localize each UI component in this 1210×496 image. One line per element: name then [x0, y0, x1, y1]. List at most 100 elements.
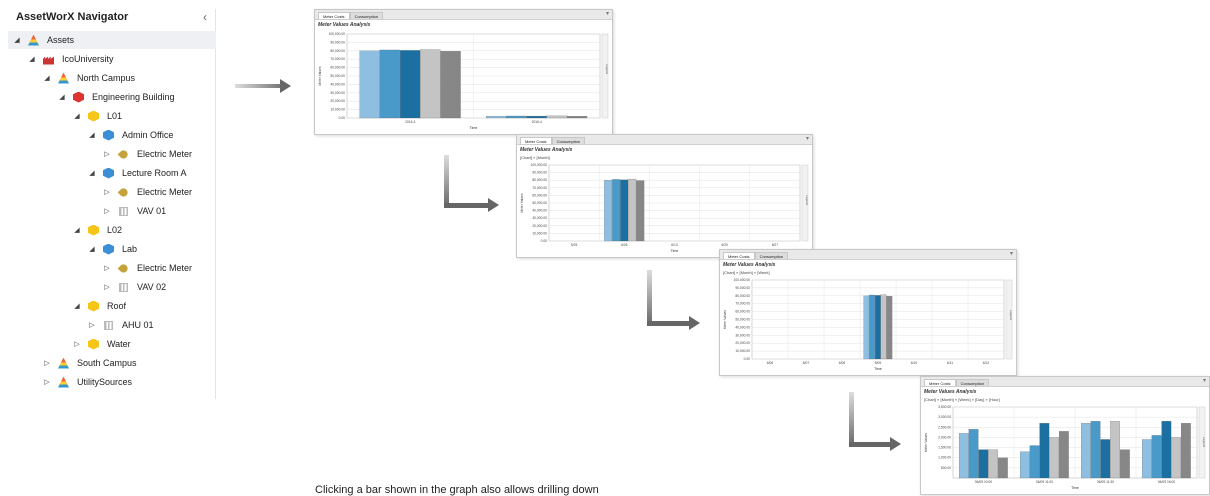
expanded-toggle-icon[interactable]: ◢: [74, 303, 80, 310]
tree-node-admin-office[interactable]: ◢ Admin Office: [87, 126, 173, 144]
bar[interactable]: [1059, 431, 1069, 479]
tree-node-electric-meter[interactable]: ▷ Electric Meter: [102, 183, 192, 201]
tree-node-water[interactable]: ▷ Water: [72, 335, 131, 353]
expanded-toggle-icon[interactable]: ◢: [29, 56, 35, 63]
bar[interactable]: [1151, 435, 1162, 479]
tab-consumption[interactable]: Consumption: [349, 12, 384, 19]
bar[interactable]: [1081, 423, 1091, 479]
level-icon: [88, 224, 99, 236]
tree-node-assets[interactable]: ◢ Assets: [8, 31, 216, 49]
bar[interactable]: [998, 457, 1008, 479]
bar[interactable]: [1171, 437, 1181, 479]
expanded-toggle-icon[interactable]: ◢: [14, 37, 20, 44]
drilldown-breadcrumb[interactable]: [Chart] » [Month] » [Week] » [Day] » [Ho…: [924, 397, 1000, 402]
bar[interactable]: [869, 294, 875, 360]
collapsed-toggle-icon[interactable]: ▷: [104, 151, 110, 158]
tree-node-vav-01[interactable]: ▷ VAV 01: [102, 202, 166, 220]
chart-panel-month: Meter Costs Consumption ▾ Meter Values Anal…: [314, 9, 613, 135]
bar[interactable]: [1100, 439, 1111, 479]
bar[interactable]: [567, 116, 588, 119]
bar[interactable]: [968, 429, 979, 479]
expanded-toggle-icon[interactable]: ◢: [89, 170, 95, 177]
legend-label: Legend: [1009, 310, 1013, 320]
tree-node-south-campus[interactable]: ▷ South Campus: [42, 354, 137, 372]
tree-node-label: AHU 01: [122, 320, 154, 330]
tab-meter-costs[interactable]: Meter Costs: [318, 12, 350, 19]
expanded-toggle-icon[interactable]: ◢: [74, 227, 80, 234]
bar[interactable]: [546, 115, 567, 119]
tab-consumption[interactable]: Consumption: [955, 379, 990, 386]
bar[interactable]: [420, 49, 441, 119]
bar[interactable]: [1161, 421, 1172, 479]
bar[interactable]: [440, 51, 461, 119]
bar[interactable]: [863, 295, 870, 360]
bar[interactable]: [612, 179, 621, 242]
bar[interactable]: [526, 115, 547, 119]
bar[interactable]: [628, 178, 637, 242]
tree-node-lab[interactable]: ◢ Lab: [87, 240, 137, 258]
bar[interactable]: [988, 449, 998, 479]
tree-node-icouniversity[interactable]: ◢ IcoUniversity: [27, 50, 114, 68]
bar[interactable]: [1019, 451, 1030, 479]
bar[interactable]: [880, 294, 887, 360]
bar[interactable]: [636, 180, 645, 242]
bar[interactable]: [1029, 445, 1040, 479]
tree-node-electric-meter[interactable]: ▷ Electric Meter: [102, 145, 192, 163]
collapsed-toggle-icon[interactable]: ▷: [44, 379, 50, 386]
tab-consumption[interactable]: Consumption: [754, 252, 789, 259]
bar[interactable]: [875, 295, 881, 360]
bar[interactable]: [1142, 439, 1152, 479]
expanded-toggle-icon[interactable]: ◢: [44, 75, 50, 82]
bar[interactable]: [886, 296, 893, 360]
bar[interactable]: [359, 50, 380, 119]
panel-menu-icon[interactable]: ▾: [1202, 378, 1206, 384]
drilldown-breadcrumb[interactable]: [Chart] » [Month] » [Week]: [723, 270, 770, 275]
tab-meter-costs[interactable]: Meter Costs: [924, 379, 956, 386]
chart-svg: Legend 100,000.00 90,000.00 80,000.00 70,000…: [520, 163, 809, 253]
collapsed-toggle-icon[interactable]: ▷: [89, 322, 95, 329]
bar[interactable]: [506, 115, 527, 119]
bar[interactable]: [1090, 421, 1101, 479]
bar[interactable]: [978, 449, 989, 479]
panel-menu-icon[interactable]: ▾: [1009, 251, 1013, 257]
chevron-left-icon[interactable]: ‹: [203, 10, 207, 24]
bar[interactable]: [958, 433, 969, 479]
expanded-toggle-icon[interactable]: ◢: [74, 113, 80, 120]
collapsed-toggle-icon[interactable]: ▷: [104, 189, 110, 196]
bar[interactable]: [379, 49, 400, 119]
tab-meter-costs[interactable]: Meter Costs: [520, 137, 552, 144]
panel-menu-icon[interactable]: ▾: [805, 136, 809, 142]
tree-node-roof[interactable]: ◢ Roof: [72, 297, 126, 315]
drilldown-breadcrumb[interactable]: [Chart] » [Month]: [520, 155, 550, 160]
bar[interactable]: [604, 180, 613, 242]
bar[interactable]: [400, 50, 421, 119]
expanded-toggle-icon[interactable]: ◢: [59, 94, 65, 101]
expanded-toggle-icon[interactable]: ◢: [89, 246, 95, 253]
tree-node-l02[interactable]: ◢ L02: [72, 221, 122, 239]
bar[interactable]: [1039, 423, 1050, 479]
y-tick-label: 70,000.00: [735, 302, 750, 306]
collapsed-toggle-icon[interactable]: ▷: [44, 360, 50, 367]
tree-node-engineering-building[interactable]: ◢ Engineering Building: [57, 88, 175, 106]
tab-meter-costs[interactable]: Meter Costs: [723, 252, 755, 259]
collapsed-toggle-icon[interactable]: ▷: [104, 265, 110, 272]
tree-node-l01[interactable]: ◢ L01: [72, 107, 122, 125]
collapsed-toggle-icon[interactable]: ▷: [104, 208, 110, 215]
expanded-toggle-icon[interactable]: ◢: [89, 132, 95, 139]
tree-node-north-campus[interactable]: ◢ North Campus: [42, 69, 135, 87]
tree-node-lecture-room-a[interactable]: ◢ Lecture Room A: [87, 164, 187, 182]
tree-node-electric-meter[interactable]: ▷ Electric Meter: [102, 259, 192, 277]
bar[interactable]: [1110, 421, 1120, 479]
collapsed-toggle-icon[interactable]: ▷: [74, 341, 80, 348]
collapsed-toggle-icon[interactable]: ▷: [104, 284, 110, 291]
bar[interactable]: [1049, 437, 1059, 479]
tree-node-ahu-01[interactable]: ▷ AHU 01: [87, 316, 154, 334]
bar[interactable]: [620, 179, 629, 242]
tree-node-utilitysources[interactable]: ▷ UtilitySources: [42, 373, 132, 391]
tab-consumption[interactable]: Consumption: [551, 137, 586, 144]
bar[interactable]: [1120, 449, 1130, 479]
bar[interactable]: [486, 116, 507, 119]
panel-menu-icon[interactable]: ▾: [605, 11, 609, 17]
tree-node-vav-02[interactable]: ▷ VAV 02: [102, 278, 166, 296]
bar[interactable]: [1181, 423, 1191, 479]
